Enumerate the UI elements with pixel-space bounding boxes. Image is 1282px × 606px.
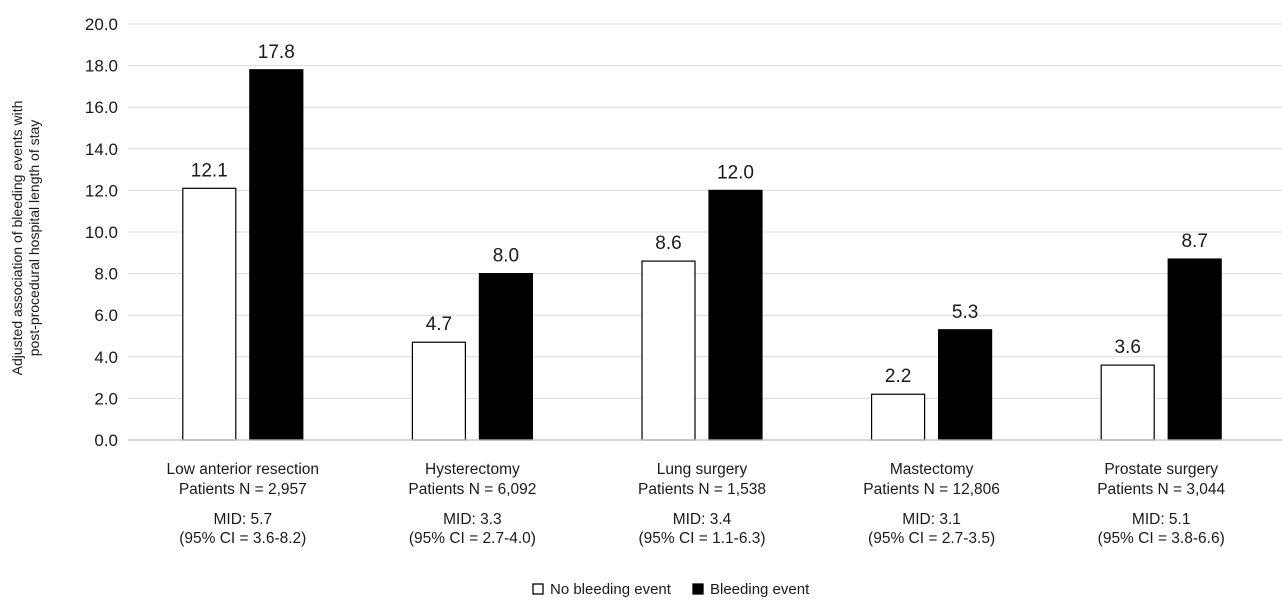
bar-no-bleeding-event-low-anterior-resection: [182, 187, 237, 441]
bar-no-bleeding-event-mastectomy: [870, 393, 926, 441]
bar-value-label: 5.3: [952, 302, 978, 323]
y-tick-label: 6.0: [94, 306, 118, 325]
bar-bleeding-event-prostate-surgery: [1167, 258, 1222, 441]
bar-value-label: 12.0: [717, 162, 754, 183]
bars: [182, 69, 1222, 441]
category-patients: Patients N = 6,092: [408, 481, 536, 498]
category-patients: Patients N = 1,538: [638, 481, 766, 498]
category-patients: Patients N = 3,044: [1097, 481, 1225, 498]
legend-label-no-bleeding: No bleeding event: [550, 581, 672, 598]
bar-value-label: 12.1: [191, 160, 228, 181]
category-mid: MID: 3.1: [902, 511, 961, 528]
bar-value-label: 8.6: [655, 233, 681, 254]
y-tick-label: 0.0: [94, 431, 118, 450]
y-tick-label: 12.0: [85, 181, 118, 200]
legend: No bleeding event Bleeding event: [532, 581, 810, 598]
bar-value-label: 3.6: [1114, 337, 1140, 358]
category-name: Hysterectomy: [425, 461, 520, 478]
y-tick-label: 14.0: [85, 140, 118, 159]
y-tick-label: 20.0: [85, 15, 118, 34]
bar-bleeding-event-mastectomy: [937, 329, 993, 441]
legend-swatch-no-bleeding: [532, 583, 544, 595]
category-name: Low anterior resection: [167, 461, 320, 478]
y-axis-ticks: 0.0 2.0 4.0 6.0 8.0 10.0 12.0 14.0 16.0 18.0 20.0: [85, 15, 118, 450]
bar-no-bleeding-event-lung-surgery: [641, 260, 696, 441]
category-mid: MID: 3.3: [443, 511, 502, 528]
bar-value-label: 8.0: [493, 246, 519, 267]
category-name: Lung surgery: [657, 461, 748, 478]
category-ci: (95% CI = 2.7-4.0): [409, 530, 536, 547]
bar-value-labels: 12.1 17.8 4.7 8.0 8.6 12.0 2.2 5.3 3.6 8.7: [191, 42, 1208, 387]
y-tick-label: 4.0: [94, 348, 118, 367]
category-name: Prostate surgery: [1104, 461, 1218, 478]
bar-value-label: 8.7: [1181, 231, 1207, 252]
category-ci: (95% CI = 3.6-8.2): [179, 530, 306, 547]
y-tick-label: 18.0: [85, 57, 118, 76]
category-mid: MID: 3.4: [673, 511, 732, 528]
category-mid: MID: 5.1: [1132, 511, 1191, 528]
category-labels: Low anterior resection Patients N = 2,957…: [167, 461, 1226, 547]
category-mid: MID: 5.7: [214, 511, 273, 528]
y-tick-label: 2.0: [94, 389, 118, 408]
category-ci: (95% CI = 2.7-3.5): [868, 530, 995, 547]
bar-no-bleeding-event-prostate-surgery: [1100, 364, 1155, 441]
category-patients: Patients N = 2,957: [179, 481, 307, 498]
bar-bleeding-event-low-anterior-resection: [249, 69, 304, 441]
gridlines: [128, 23, 1282, 399]
y-tick-label: 8.0: [94, 265, 118, 284]
category-patients: Patients N = 12,806: [863, 481, 1000, 498]
category-ci: (95% CI = 3.8-6.6): [1098, 530, 1225, 547]
legend-label-bleeding: Bleeding event: [710, 581, 810, 598]
legend-swatch-bleeding: [692, 583, 704, 595]
y-axis-title-line-1: Adjusted association of bleeding events …: [9, 101, 25, 376]
bar-value-label: 2.2: [885, 366, 911, 387]
category-ci: (95% CI = 1.1-6.3): [638, 530, 765, 547]
bar-bleeding-event-lung-surgery: [708, 189, 763, 441]
bar-value-label: 4.7: [426, 314, 452, 335]
y-tick-label: 16.0: [85, 98, 118, 117]
bar-bleeding-event-hysterectomy: [478, 273, 533, 441]
bar-value-label: 17.8: [258, 42, 295, 63]
y-axis-title-line-2: post-procedural hospital length of stay: [26, 120, 42, 357]
category-name: Mastectomy: [890, 461, 974, 478]
y-tick-label: 10.0: [85, 223, 118, 242]
bar-no-bleeding-event-hysterectomy: [411, 341, 466, 441]
